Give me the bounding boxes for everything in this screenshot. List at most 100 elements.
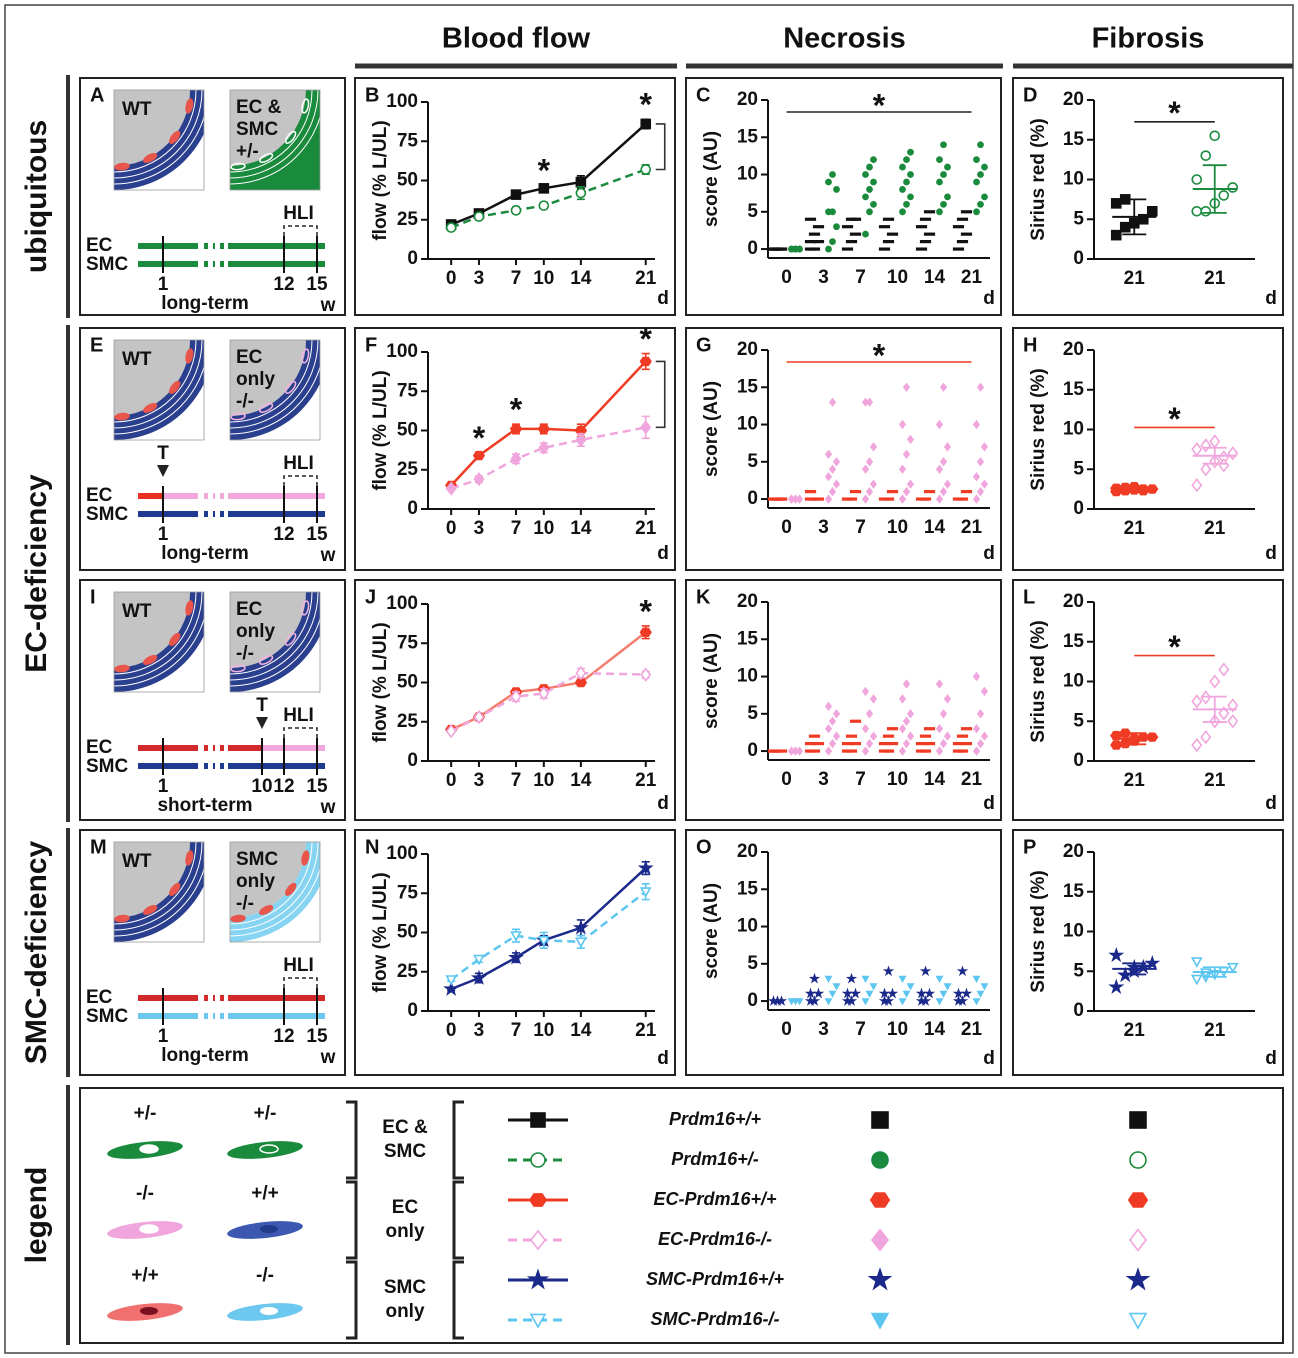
data-point	[845, 995, 858, 1006]
x-tick-label: 14	[924, 769, 946, 790]
panel-frame	[79, 77, 346, 316]
y-tick-label: 15	[737, 628, 759, 649]
y-tick-label: 20	[1063, 89, 1084, 110]
panel-frame	[1012, 579, 1284, 821]
data-point	[960, 727, 973, 731]
data-point	[865, 457, 874, 467]
cell-nucleus	[259, 1144, 279, 1154]
break-dash	[220, 243, 224, 249]
data-point	[972, 494, 981, 504]
data-point	[575, 432, 587, 448]
data-point	[845, 734, 858, 738]
data-point	[808, 972, 821, 984]
data-point	[639, 887, 652, 898]
data-point	[445, 975, 458, 986]
mutant-label: +/-	[236, 141, 259, 162]
data-point	[902, 486, 911, 497]
week-label: 12	[273, 776, 294, 797]
group-bracket	[452, 1180, 464, 1260]
data-point	[808, 995, 821, 1006]
vessel	[230, 340, 320, 440]
vessel	[114, 842, 204, 942]
x-axis-unit: d	[657, 543, 669, 564]
ec-bar	[163, 493, 325, 499]
y-tick-label: 25	[397, 711, 419, 732]
data-point	[470, 969, 487, 985]
data-point	[861, 494, 870, 504]
data-point	[1110, 740, 1123, 750]
break-dash	[204, 511, 208, 517]
x-tick-label: 21	[1204, 770, 1226, 791]
vessel-lumen	[114, 340, 190, 416]
wall-stripe	[114, 867, 204, 937]
x-tick-label: 10	[533, 770, 554, 791]
data-point	[841, 247, 854, 251]
break-dash	[204, 763, 208, 769]
data-point	[981, 193, 988, 201]
x-axis-unit: d	[1265, 543, 1277, 564]
x-tick-label: 7	[511, 518, 522, 539]
data-point	[841, 225, 854, 229]
y-axis-title: Sirius red (%)	[1028, 620, 1049, 742]
data-point	[575, 187, 587, 199]
cell-label: +/+	[251, 1183, 278, 1204]
data-point	[767, 749, 780, 753]
data-point	[1108, 978, 1125, 994]
x-tick-label: 7	[855, 267, 866, 288]
x-tick-label: 21	[961, 267, 983, 288]
data-point	[775, 247, 788, 251]
vessel-wall	[114, 90, 204, 190]
unit-label: w	[320, 1047, 336, 1068]
y-tick-label: 25	[397, 209, 419, 230]
data-point	[824, 746, 833, 756]
break-dash	[213, 763, 215, 769]
endothelial-cell	[114, 664, 130, 673]
data-point	[1191, 174, 1203, 185]
wall-stripe	[114, 115, 204, 185]
data-point	[939, 738, 948, 749]
panel-letter: L	[1023, 586, 1035, 608]
wall-stripe	[230, 842, 319, 931]
panel-letter: E	[90, 334, 103, 356]
data-point	[538, 200, 550, 211]
group-label: EC	[392, 1197, 419, 1218]
wall-stripe	[230, 365, 320, 435]
cell-label: +/+	[131, 1265, 158, 1286]
series-line	[450, 867, 647, 991]
legend-marker	[1129, 1111, 1147, 1129]
data-point	[1200, 206, 1212, 217]
data-point	[977, 171, 984, 178]
data-point	[869, 694, 878, 704]
week-label: 15	[306, 776, 328, 797]
y-tick-label: 50	[397, 672, 418, 693]
endothelial-cell	[230, 412, 246, 421]
data-point	[445, 723, 457, 739]
break-dash	[220, 493, 224, 499]
data-point	[882, 749, 895, 753]
x-tick-label: 21	[1204, 518, 1226, 539]
data-point	[537, 936, 550, 947]
y-tick-label: 5	[747, 451, 758, 472]
data-point	[907, 171, 914, 178]
vessel-box	[229, 591, 321, 693]
data-point	[795, 998, 804, 1006]
week-label: 15	[306, 274, 328, 295]
y-tick-label: 5	[1073, 960, 1084, 981]
panel-frame	[685, 77, 1002, 316]
data-point	[923, 987, 936, 999]
data-point	[1200, 150, 1212, 161]
vessel-box	[229, 841, 321, 943]
data-point	[849, 719, 862, 723]
mutant-label: EC	[236, 347, 263, 368]
x-tick-label: 0	[781, 769, 792, 790]
y-tick-label: 20	[737, 591, 758, 612]
bracket	[655, 123, 666, 171]
y-tick-label: 15	[1063, 379, 1085, 400]
data-point	[1227, 446, 1239, 461]
y-tick-label: 15	[737, 126, 759, 147]
wall-stripe	[230, 90, 313, 173]
week-label: 12	[273, 524, 294, 545]
